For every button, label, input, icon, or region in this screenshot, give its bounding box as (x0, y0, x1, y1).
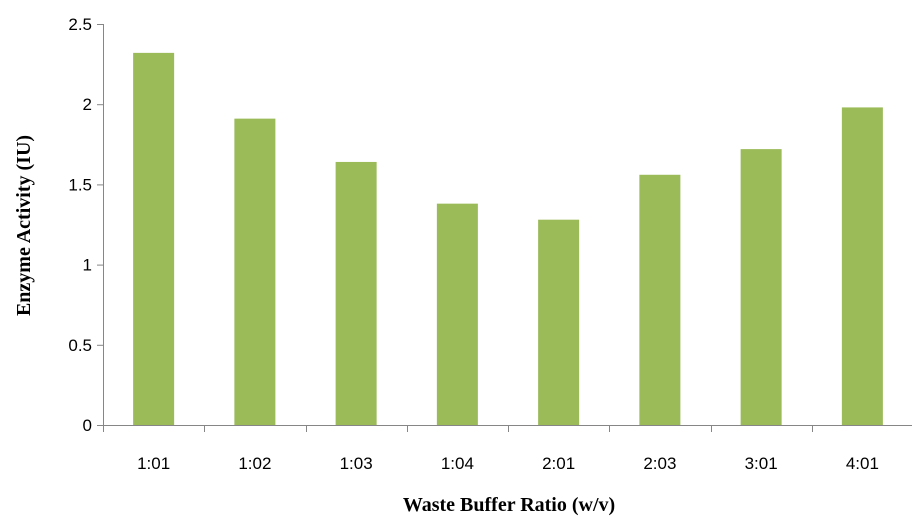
bar (538, 219, 580, 425)
y-tick-label: 1.5 (68, 175, 92, 194)
y-tick-label: 0 (83, 416, 92, 435)
y-tick-label: 2.5 (68, 15, 92, 34)
bar (436, 203, 478, 425)
y-axis-ticks: 0 0.5 1 1.5 2 2.5 (68, 15, 103, 435)
x-tick-label: 1:01 (137, 454, 170, 473)
bar (335, 161, 377, 425)
y-tick-label: 1 (83, 256, 92, 275)
x-tick-label: 2:01 (542, 454, 575, 473)
bars (133, 52, 883, 426)
x-axis-ticks: 1:01 1:02 1:03 1:04 2:01 2:03 3:01 4:01 (103, 425, 879, 473)
bar (639, 174, 681, 425)
bar (133, 52, 175, 425)
bar (841, 107, 883, 426)
x-tick-label: 1:03 (340, 454, 373, 473)
y-axis-title: Enzyme Activity (IU) (13, 135, 35, 316)
x-tick-label: 3:01 (745, 454, 778, 473)
bar (234, 118, 276, 426)
x-tick-label: 4:01 (846, 454, 879, 473)
x-axis-title: Waste Buffer Ratio (w/v) (403, 494, 615, 516)
y-tick-label: 2 (83, 95, 92, 114)
x-tick-label: 1:04 (441, 454, 474, 473)
x-tick-label: 2:03 (643, 454, 676, 473)
bar (740, 149, 782, 425)
y-tick-label: 0.5 (68, 336, 92, 355)
x-tick-label: 1:02 (238, 454, 271, 473)
